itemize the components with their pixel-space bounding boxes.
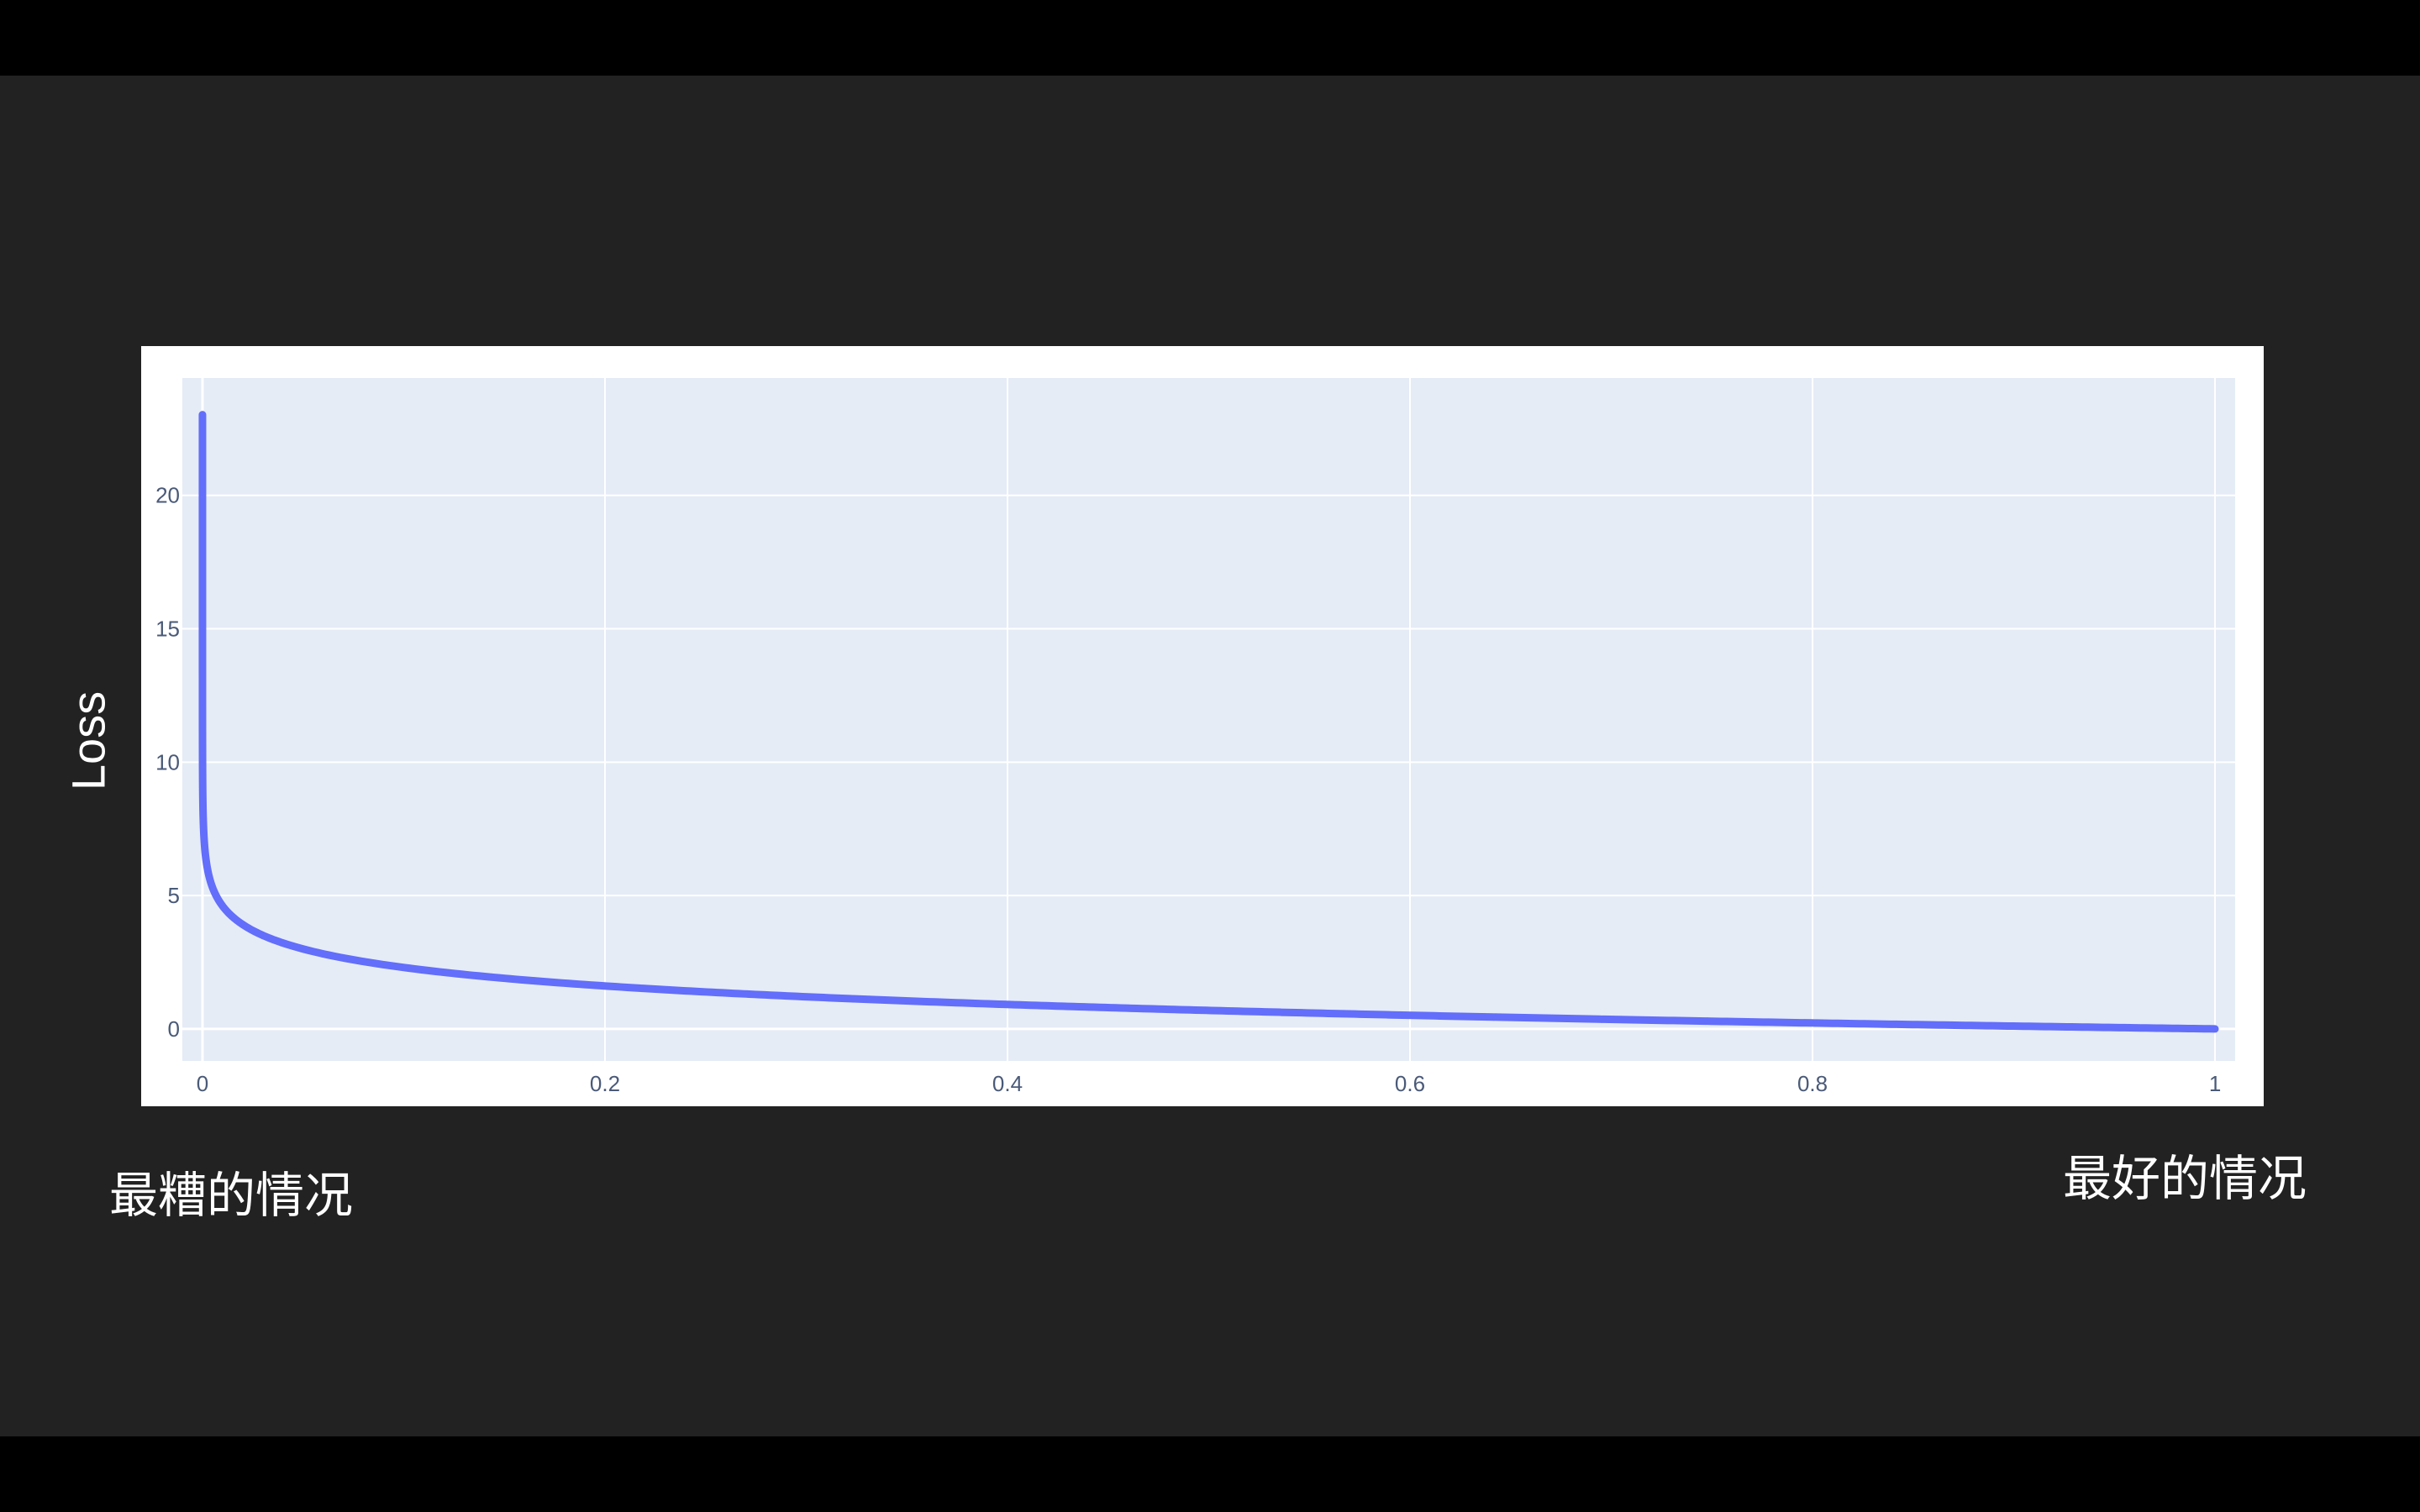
loss-series-line (198, 411, 2219, 1033)
x-tick-label: 0.8 (1797, 1071, 1828, 1096)
series-layer (198, 411, 2219, 1033)
x-tick-label: 0.6 (1395, 1071, 1425, 1096)
x-tick-label: 0.4 (992, 1071, 1023, 1096)
y-axis-title: Loss (61, 690, 115, 791)
x-tick-label: 1 (2209, 1071, 2221, 1096)
loss-chart: 0 0.2 0.4 0.6 0.8 1 0 5 10 15 20 (155, 378, 2235, 1096)
x-tick-label: 0 (197, 1071, 208, 1096)
y-tick-label: 10 (155, 749, 180, 774)
y-tick-label: 20 (155, 483, 180, 508)
worst-case-caption: 最糟的情况 (109, 1167, 354, 1224)
y-tick-label: 0 (168, 1016, 180, 1042)
x-tick-label: 0.2 (590, 1071, 620, 1096)
x-axis-ticks: 0 0.2 0.4 0.6 0.8 1 (197, 1071, 2222, 1096)
y-axis-ticks: 0 5 10 15 20 (155, 483, 180, 1042)
plot-area (182, 378, 2235, 1061)
grid-lines (182, 378, 2235, 1061)
best-case-caption: 最好的情况 (2062, 1150, 2307, 1207)
y-tick-label: 15 (155, 617, 180, 642)
y-tick-label: 5 (168, 883, 180, 908)
chart-card: 0 0.2 0.4 0.6 0.8 1 0 5 10 15 20 (141, 346, 2264, 1106)
